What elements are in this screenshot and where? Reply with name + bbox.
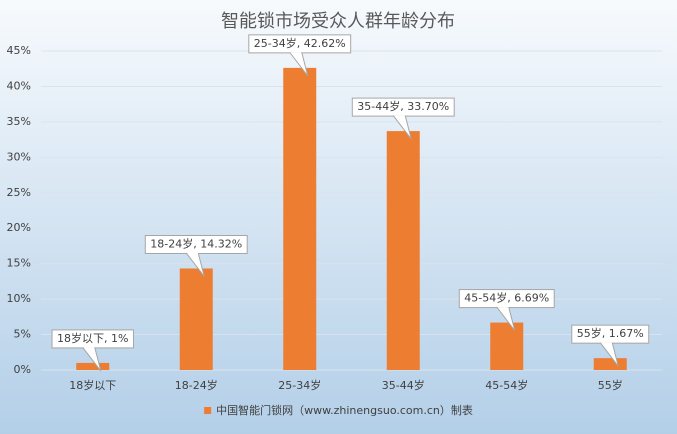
chart-title: 智能锁市场受众人群年龄分布 (221, 11, 455, 32)
bar (76, 362, 110, 370)
data-label: 18-24岁, 14.32% (150, 236, 242, 250)
data-label: 35-44岁, 33.70% (357, 99, 449, 113)
callout-pointer (289, 52, 309, 77)
callout-pointer (82, 347, 102, 372)
callout-pointer (496, 306, 516, 331)
bar (490, 322, 524, 370)
y-tick-label: 10% (7, 292, 31, 305)
x-tick-label: 35-44岁 (382, 378, 425, 392)
data-callout: 25-34岁, 42.62% (248, 34, 352, 77)
y-tick-label: 45% (7, 44, 31, 57)
y-tick-label: 0% (14, 363, 31, 376)
data-label: 25-34岁, 42.62% (254, 36, 346, 50)
callout-pointer (185, 252, 205, 277)
y-tick-label: 20% (7, 221, 31, 234)
data-callout: 35-44岁, 33.70% (351, 97, 455, 140)
data-callout: 45-54岁, 6.69% (458, 289, 555, 331)
y-tick-label: 30% (7, 150, 31, 163)
x-tick-label: 18-24岁 (175, 378, 218, 392)
x-tick-label: 18岁以下 (69, 378, 116, 392)
y-tick-label: 35% (7, 115, 31, 128)
bar (593, 358, 627, 370)
callout-pointer (599, 342, 619, 367)
data-callout: 18岁以下, 1% (51, 329, 134, 372)
bar (386, 131, 420, 370)
data-callout: 18-24岁, 14.32% (144, 234, 248, 277)
data-callout: 55岁, 1.67% (571, 324, 650, 367)
y-tick-label: 40% (7, 79, 31, 92)
x-tick-label: 45-54岁 (485, 378, 528, 392)
x-tick-label: 55岁 (598, 378, 623, 392)
bar (283, 67, 317, 371)
legend-label: 中国智能门锁网（www.zhinengsuo.com.cn）制表 (216, 403, 473, 417)
legend-swatch (204, 407, 212, 414)
x-tick-label: 25-34岁 (278, 378, 321, 392)
data-label: 55岁, 1.67% (577, 326, 644, 340)
data-label: 45-54岁, 6.69% (464, 291, 549, 305)
y-tick-label: 5% (14, 328, 31, 341)
data-label: 18岁以下, 1% (57, 331, 128, 345)
callout-pointer (392, 115, 412, 140)
y-tick-label: 25% (7, 186, 31, 199)
bar (179, 268, 213, 370)
y-tick-label: 15% (7, 257, 31, 270)
